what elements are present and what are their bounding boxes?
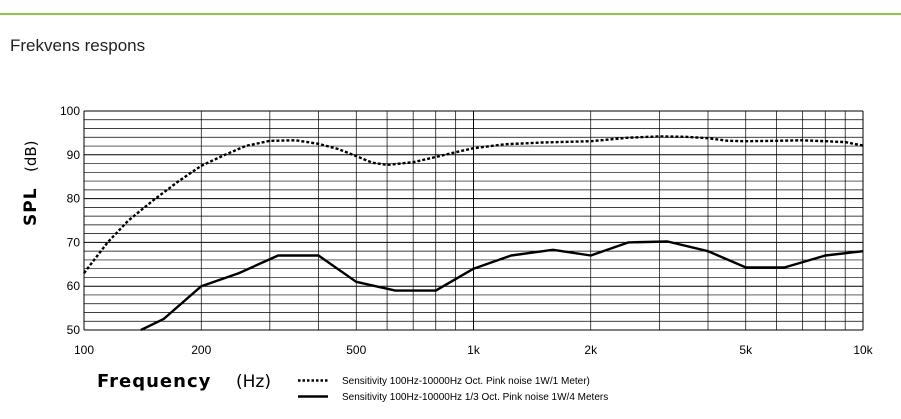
series-line-2 (140, 240, 864, 332)
x-tick-label: 10k (853, 343, 873, 357)
x-tick-label: 2k (584, 343, 598, 357)
y-tick-label: 60 (67, 279, 81, 293)
y-tick-label: 70 (67, 235, 81, 249)
y-tick-label: 100 (60, 104, 80, 118)
x-axis-unit: (Hz) (236, 372, 271, 392)
x-axis-label: Frequency (97, 371, 211, 392)
chart-series (83, 135, 864, 332)
x-tick-label: 5k (739, 343, 753, 357)
y-tick-label: 50 (67, 323, 81, 337)
section-title: Frekvens respons (10, 36, 146, 55)
legend-label-series-2: Sensitivity 100Hz-10000Hz 1/3 Oct. Pink … (342, 392, 608, 403)
top-accent-rule (0, 13, 901, 15)
y-tick-label: 80 (67, 192, 81, 206)
chart-grid (83, 110, 864, 331)
x-tick-labels: 100 200 500 1k 2k 5k 10k (74, 343, 874, 357)
y-tick-labels: 50 60 70 80 90 100 (60, 104, 80, 337)
x-tick-label: 200 (191, 343, 211, 357)
x-tick-label: 100 (74, 343, 94, 357)
y-axis-unit: (dB) (22, 140, 40, 172)
chart-legend: Sensitivity 100Hz-10000Hz Oct. Pink nois… (298, 376, 608, 403)
y-tick-label: 90 (67, 148, 81, 162)
y-axis-label: SPL (21, 187, 41, 226)
legend-label-series-1: Sensitivity 100Hz-10000Hz Oct. Pink nois… (342, 376, 590, 387)
x-tick-label: 1k (467, 343, 481, 357)
x-tick-label: 500 (346, 343, 366, 357)
